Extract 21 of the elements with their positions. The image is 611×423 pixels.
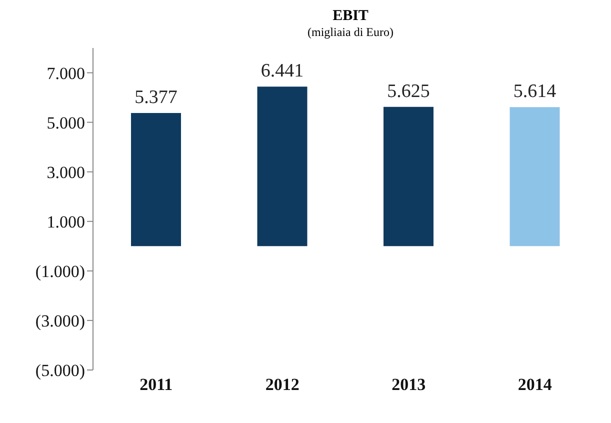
bar — [384, 106, 434, 246]
x-tick-label: 2013 — [392, 375, 426, 394]
y-tick-label: 5.000 — [46, 113, 85, 132]
data-label: 6.441 — [260, 60, 304, 82]
data-label: 5.625 — [387, 80, 430, 102]
y-tick-label: (5.000) — [35, 361, 85, 380]
bar — [510, 107, 560, 246]
y-tick-label: 7.000 — [46, 64, 85, 83]
y-tick-label: (3.000) — [35, 311, 85, 330]
x-tick-label: 2011 — [140, 375, 173, 394]
y-tick-label: (1.000) — [35, 262, 85, 281]
bar — [257, 86, 308, 246]
x-tick-label: 2012 — [265, 375, 300, 394]
data-label: 5.614 — [513, 81, 557, 102]
chart-subtitle: (migliaia di Euro) — [306, 25, 394, 40]
x-tick-label: 2014 — [518, 375, 552, 394]
bar — [131, 112, 181, 246]
y-tick-label: 3.000 — [46, 162, 85, 182]
data-label: 5.377 — [134, 86, 178, 108]
chart-title: EBIT — [332, 8, 370, 25]
y-tick-label: 1.000 — [46, 212, 85, 232]
